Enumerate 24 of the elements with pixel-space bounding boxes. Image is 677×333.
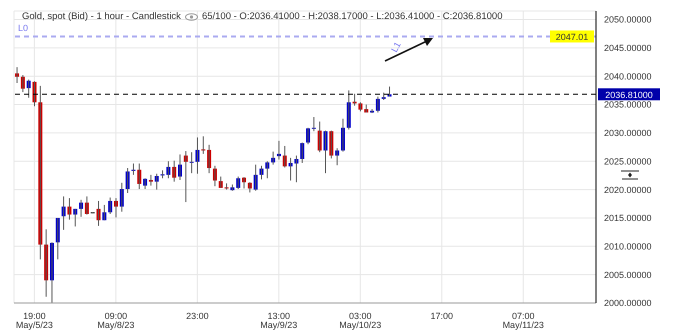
x-tick-label: 03:00 May/10/23 [339,311,382,330]
y-tick-label: 2025.00000 [604,156,652,166]
x-tick-label: 19:00 May/5/23 [16,311,53,330]
chart-title: Gold, spot (Bid) - 1 hour - Candlestick [22,11,181,22]
x-tick-label: 07:00 May/11/23 [502,311,544,330]
y-tick-label: 2015.00000 [604,213,652,224]
y-tick-label: 2035.00000 [604,100,652,110]
ref-line-label: 2047.01 [556,32,588,42]
x-tick-label: 09:00 May/8/23 [97,311,134,330]
x-tick-label: 13:00 May/9/23 [260,311,298,330]
y-tick-label: 2030.00000 [604,128,652,138]
y-tick-label: 2020.00000 [604,184,652,195]
x-tick-label: 23:00 [186,311,209,321]
y-tick-label: 2050.00000 [604,14,652,25]
y-tick-label: 2010.00000 [604,241,652,252]
annotation: L0 [18,23,28,34]
ref-line-label: 2036.81000 [605,90,653,100]
chart-subtitle: 65/100 - O:2036.41000 - H:2038.17000 - L:2036.41000 - C:2036.81000 [202,11,502,22]
y-tick-label: 2005.00000 [604,270,652,280]
y-tick-label: 2045.00000 [604,43,652,54]
annotation: L1 [389,40,403,54]
y-tick-label: 2000.00000 [604,298,652,308]
x-tick-label: 17:00 [430,311,454,321]
y-tick-label: 2040.00000 [604,71,652,82]
